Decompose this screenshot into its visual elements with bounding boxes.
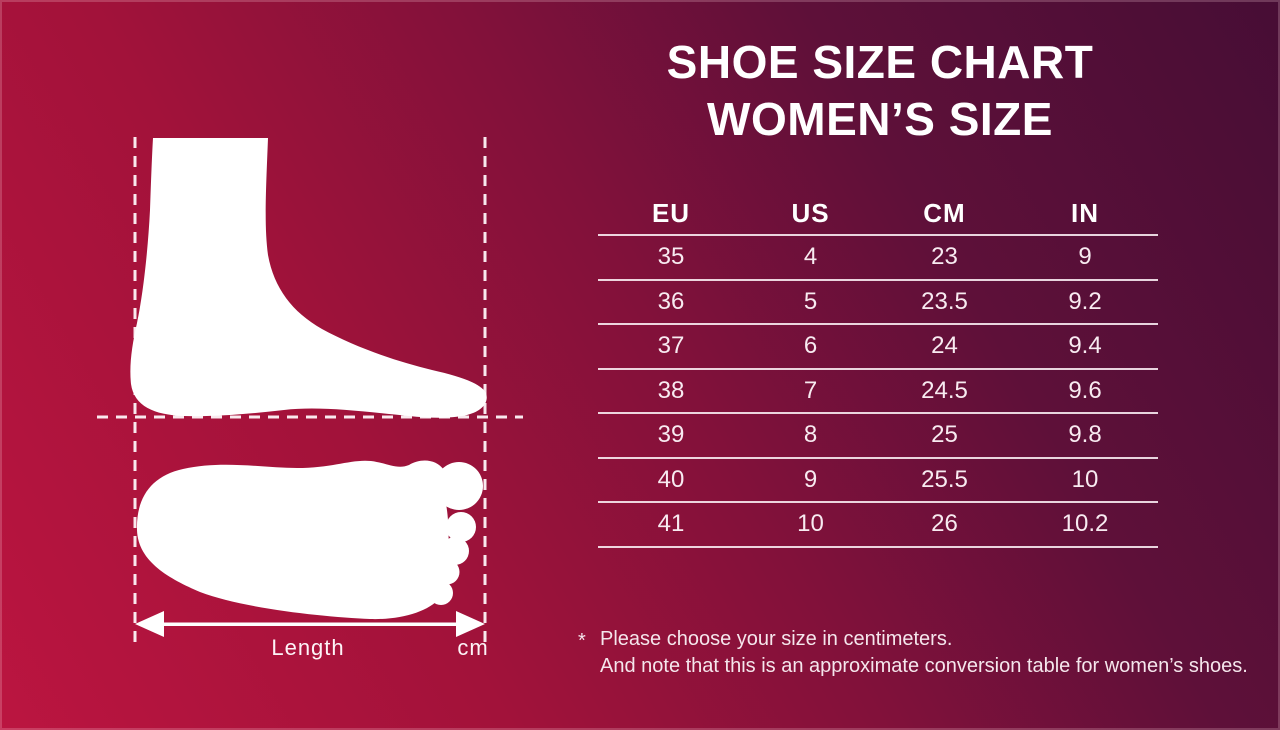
table-cell: 38: [657, 376, 685, 404]
page-title-line-1: SHOE SIZE CHART: [666, 36, 1094, 88]
table-cell: 4: [803, 243, 818, 271]
table-cell: 9: [1078, 243, 1092, 271]
table-cell: 37: [657, 332, 685, 360]
table-cell: 6: [803, 332, 818, 360]
page-title: SHOE SIZE CHART WOMEN’S SIZE: [560, 34, 1200, 148]
table-cell: 24: [931, 332, 958, 360]
foot-diagram-graphic: [97, 137, 523, 650]
table-cell: 10: [797, 510, 824, 538]
table-cell: 9: [803, 465, 818, 493]
column-header-in: IN: [1071, 197, 1099, 228]
table-cell: 26: [931, 510, 958, 538]
table-cell: 9.4: [1068, 332, 1102, 360]
column-header-cm: CM: [923, 197, 966, 228]
table-row: 36 5 23.5 9.2: [598, 281, 1158, 325]
table-cell: 39: [657, 421, 685, 449]
foot-top-icon: [136, 460, 483, 620]
table-cell: 5: [803, 287, 818, 315]
length-arrow-icon: [135, 611, 485, 637]
table-cell: 25: [931, 421, 958, 449]
table-row: 39 8 25 9.8: [598, 414, 1158, 459]
table-cell: 41: [657, 510, 685, 538]
table-row: 38 7 24.5 9.6: [598, 370, 1158, 414]
table-header-row: EU US CM IN: [598, 192, 1158, 236]
table-cell: 10.2: [1061, 510, 1109, 538]
table-row: 35 4 23 9: [598, 236, 1158, 281]
column-header-us: US: [791, 197, 830, 228]
table-row: 37 6 24 9.4: [598, 325, 1158, 370]
table-cell: 9.2: [1068, 287, 1102, 315]
length-label: Length: [271, 635, 345, 660]
table-cell: 8: [803, 421, 818, 449]
table-cell: 7: [803, 376, 818, 404]
foot-side-icon: [130, 138, 487, 418]
unit-label: cm: [457, 635, 489, 660]
table-cell: 9.6: [1068, 376, 1102, 404]
foot-measurement-diagram: Length cm: [80, 120, 540, 680]
table-cell: 9.8: [1068, 421, 1102, 449]
footnote-text: Please choose your size in centimeters. …: [600, 626, 1258, 680]
footnote-marker: *: [578, 630, 586, 652]
footnote-line-1: Please choose your size in centimeters.: [600, 628, 953, 650]
table-cell: 25.5: [921, 465, 968, 493]
table-row: 40 9 25.5 10: [598, 459, 1158, 503]
table-cell: 23: [931, 243, 958, 271]
column-header-eu: EU: [651, 197, 691, 228]
table-cell: 35: [657, 243, 685, 271]
footnote: * Please choose your size in centimeters…: [578, 626, 1258, 680]
page-title-line-2: WOMEN’S SIZE: [707, 93, 1053, 145]
table-cell: 36: [657, 287, 685, 315]
table-row: 41 10 26 10.2: [598, 503, 1158, 548]
table-cell: 40: [657, 465, 685, 493]
footnote-line-2: And note that this is an approximate con…: [600, 655, 1248, 677]
table-cell: 10: [1071, 465, 1099, 493]
size-conversion-table: EU US CM IN 35 4 23 9 36 5 23.5 9.2 37 6…: [598, 192, 1158, 548]
table-cell: 23.5: [921, 287, 968, 315]
table-cell: 24.5: [921, 376, 968, 404]
